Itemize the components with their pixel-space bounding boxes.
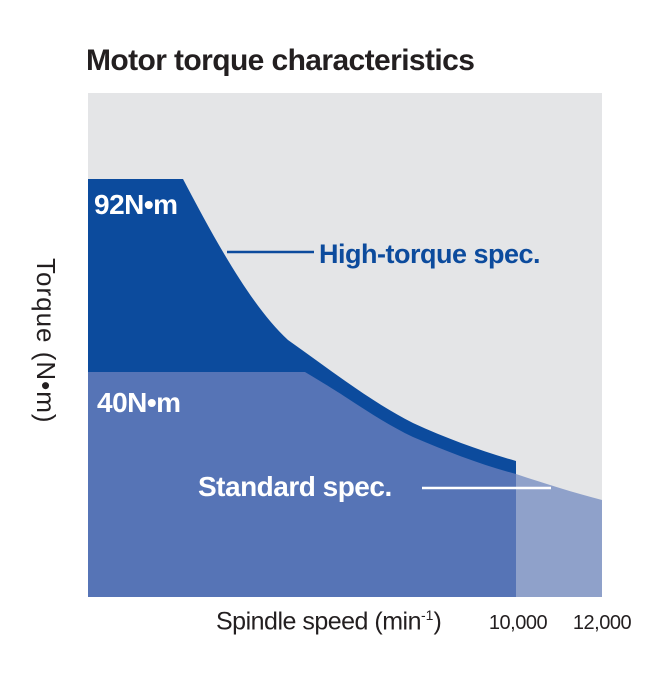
x-axis-label: Spindle speed (min-1) xyxy=(216,607,442,636)
y-axis-label: Torque (N•m) xyxy=(31,258,61,424)
standard-spec-label: Standard spec. xyxy=(198,471,392,502)
standard-value-label: 40N•m xyxy=(97,387,181,418)
x-axis-label-close: ) xyxy=(433,607,442,636)
chart-title: Motor torque characteristics xyxy=(86,44,475,77)
x-axis-label-text: Spindle speed (min xyxy=(216,607,422,636)
standard-extended-area xyxy=(516,474,602,597)
x-tick-10000: 10,000 xyxy=(488,612,548,634)
high-torque-value-label: 92N•m xyxy=(94,189,178,220)
standard-area xyxy=(88,372,516,597)
high-torque-spec-label: High-torque spec. xyxy=(319,239,541,269)
x-axis-label-superscript: -1 xyxy=(421,607,434,623)
plot-area: 92N•m 40N•m High-torque spec. Standard s… xyxy=(88,93,602,597)
x-tick-12000: 12,000 xyxy=(572,612,632,634)
torque-curves-svg xyxy=(88,179,602,597)
